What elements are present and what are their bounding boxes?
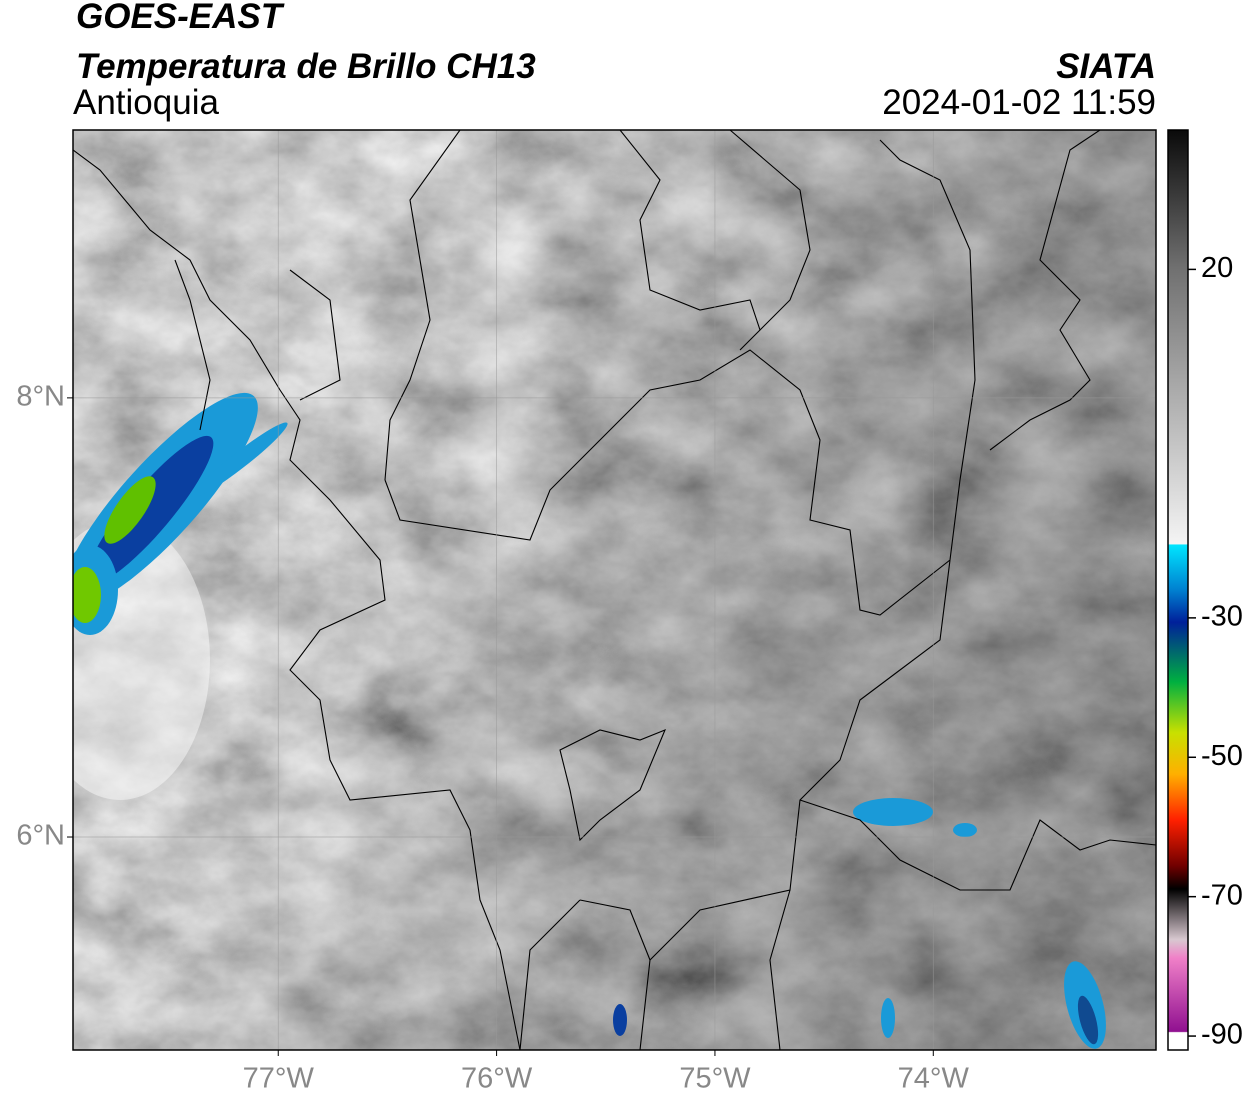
x-tick-label: 77°W xyxy=(243,1063,315,1095)
map-image xyxy=(73,130,1156,1050)
timestamp: 2024-01-02 11:59 xyxy=(882,83,1156,122)
x-tick-label: 75°W xyxy=(679,1063,751,1095)
cold-tops xyxy=(73,392,1106,1049)
colorbar-tick-label: -90 xyxy=(1201,1019,1243,1051)
map-frame xyxy=(72,129,1157,1051)
y-tick-label: 6°N xyxy=(16,820,65,852)
colorbar-tick-label: -50 xyxy=(1201,740,1243,772)
title: GOES-EAST xyxy=(76,0,285,36)
boundaries xyxy=(73,130,1156,1050)
x-tick-label: 74°W xyxy=(898,1063,970,1095)
region: Antioquia xyxy=(73,83,219,122)
grid xyxy=(73,130,1156,1050)
colorbar-tick-label: -70 xyxy=(1201,879,1243,911)
y-tick-label: 8°N xyxy=(16,381,65,413)
colorbar xyxy=(1167,129,1189,1051)
x-tick-label: 76°W xyxy=(461,1063,533,1095)
subtitle: Temperatura de Brillo CH13 xyxy=(76,47,536,86)
shading xyxy=(73,130,1156,1050)
colorbar-tick-label: 20 xyxy=(1201,252,1233,284)
source: SIATA xyxy=(1056,47,1156,86)
colorbar-tick-label: -30 xyxy=(1201,601,1243,633)
